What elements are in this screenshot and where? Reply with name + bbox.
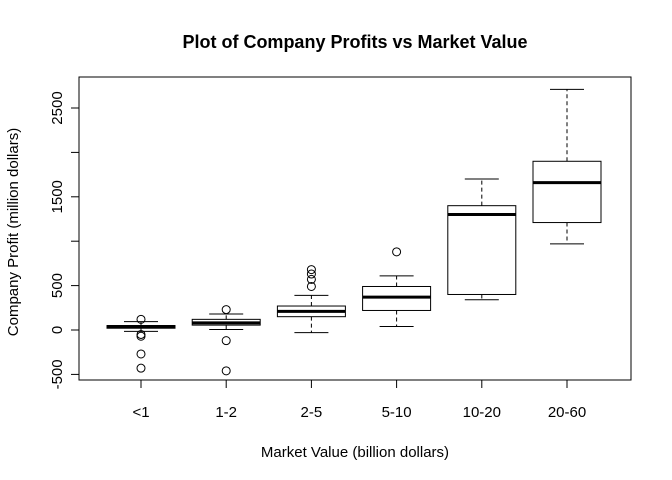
x-tick-label: <1 xyxy=(132,404,149,421)
y-tick-label: 0 xyxy=(49,326,66,334)
outlier-point xyxy=(136,331,146,341)
outlier-point xyxy=(221,336,231,346)
iqr-box xyxy=(447,205,517,295)
box-2-5 xyxy=(276,265,346,334)
outlier-point xyxy=(306,269,316,279)
outlier-point xyxy=(306,274,316,284)
y-tick-label: 1500 xyxy=(49,180,66,213)
plot-frame xyxy=(78,76,632,381)
y-axis: -500 0 500 1500 2500 xyxy=(49,91,80,389)
x-tick-label: 10-20 xyxy=(463,404,501,421)
y-tick-label: -500 xyxy=(49,359,66,389)
boxes xyxy=(106,88,602,376)
outlier-point xyxy=(221,305,231,315)
outlier-point xyxy=(392,247,402,257)
x-axis-label: Market Value (billion dollars) xyxy=(261,444,449,461)
box-<1 xyxy=(106,314,176,373)
box-10-20 xyxy=(447,178,517,301)
y-axis-label: Company Profit (million dollars) xyxy=(5,128,22,336)
box-20-60 xyxy=(532,88,602,245)
outlier-point xyxy=(306,281,316,291)
x-tick-label: 1-2 xyxy=(215,404,237,421)
outlier-point xyxy=(221,366,231,376)
outlier-point xyxy=(306,265,316,275)
iqr-box xyxy=(532,160,602,224)
outlier-point xyxy=(136,349,146,359)
outlier-point xyxy=(136,314,146,324)
y-tick-label: 2500 xyxy=(49,91,66,124)
outlier-point xyxy=(136,363,146,373)
x-tick-label: 5-10 xyxy=(382,404,412,421)
x-tick-label: 20-60 xyxy=(548,404,586,421)
y-tick-label: 500 xyxy=(49,273,66,298)
x-tick-label: 2-5 xyxy=(301,404,323,421)
chart-title: Plot of Company Profits vs Market Value xyxy=(182,32,527,52)
x-axis: <1 1-2 2-5 5-10 10-20 20-60 xyxy=(132,379,586,421)
box-1-2 xyxy=(191,305,261,376)
box-5-10 xyxy=(362,247,432,327)
